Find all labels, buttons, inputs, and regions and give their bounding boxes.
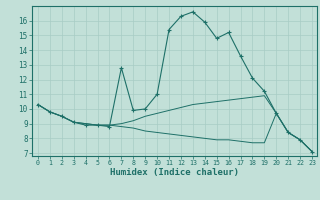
X-axis label: Humidex (Indice chaleur): Humidex (Indice chaleur) <box>110 168 239 177</box>
